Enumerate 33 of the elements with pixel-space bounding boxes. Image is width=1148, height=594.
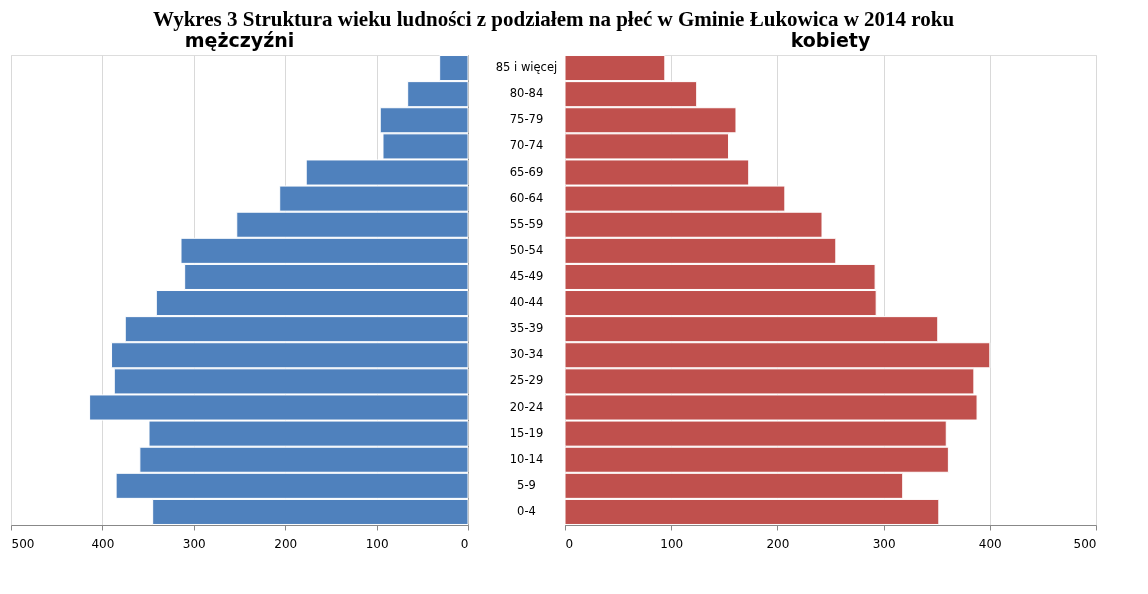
x-tick-label: 500 <box>11 536 35 551</box>
y-tick-label: 20-24 <box>509 399 544 414</box>
chart-title: kobiety <box>790 29 871 51</box>
y-tick-label: 25-29 <box>509 373 544 388</box>
y-tick-label: 40-44 <box>509 295 544 310</box>
x-tick-label: 100 <box>660 536 684 551</box>
y-tick-label: 0-4 <box>517 503 536 518</box>
x-tick-label: 0 <box>460 536 469 551</box>
y-tick-label: 30-34 <box>509 347 544 362</box>
x-tick-label: 400 <box>91 536 115 551</box>
y-tick-label: 80-84 <box>509 86 544 101</box>
x-tick-label: 300 <box>182 536 206 551</box>
x-tick-label: 200 <box>766 536 790 551</box>
y-tick-label: 50-54 <box>509 242 544 257</box>
x-tick-label: 300 <box>872 536 896 551</box>
y-tick-label: 10-14 <box>509 451 544 466</box>
y-tick-label: 75-79 <box>509 112 544 127</box>
x-tick-label: 400 <box>978 536 1002 551</box>
y-tick-label: 60-64 <box>509 190 544 205</box>
x-tick-label: 200 <box>274 536 298 551</box>
y-tick-label: 55-59 <box>509 216 544 231</box>
y-tick-label: 45-49 <box>509 268 544 283</box>
x-tick-label: 100 <box>365 536 389 551</box>
y-tick-label: 70-74 <box>509 138 544 153</box>
y-tick-label: 5-9 <box>517 477 536 492</box>
chart-subtitle: mężczyźni <box>184 29 295 51</box>
text: Wykres 3 Struktura wieku ludności z podziałem na płeć w Gminie Łukowica w 2014 roku <box>152 6 955 31</box>
y-tick-label: 85 i więcej <box>495 60 558 75</box>
x-tick-label: 500 <box>1073 536 1097 551</box>
y-tick-label: 35-39 <box>509 321 544 336</box>
x-tick-label: 0 <box>565 536 574 551</box>
y-tick-label: 65-69 <box>509 164 544 179</box>
y-tick-label: 15-19 <box>509 425 544 440</box>
